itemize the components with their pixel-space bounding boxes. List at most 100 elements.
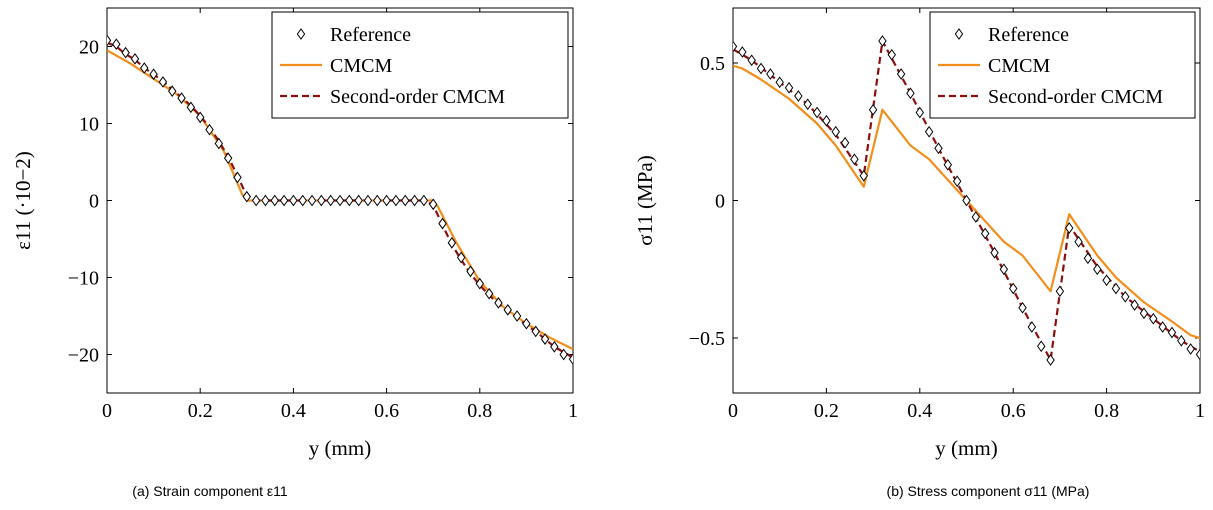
reference-point bbox=[840, 136, 850, 149]
x-tick-label: 0.4 bbox=[281, 400, 306, 422]
reference-point bbox=[550, 340, 559, 353]
reference-point bbox=[1121, 290, 1130, 303]
y-tick-label: 20 bbox=[79, 37, 99, 59]
plot-area bbox=[733, 35, 1200, 366]
reference-point bbox=[158, 76, 168, 88]
y-axis-label: σ11 (MPa) bbox=[633, 155, 657, 245]
reference-point bbox=[345, 194, 354, 207]
reference-point bbox=[373, 194, 382, 207]
reference-point bbox=[279, 194, 289, 207]
reference-point bbox=[205, 123, 214, 136]
reference-point bbox=[494, 297, 503, 309]
reference-point bbox=[915, 106, 925, 119]
reference-point bbox=[149, 68, 158, 81]
chart-strain: 0 0.2 0.4 0.6 0.8 1 −20 −10 0 10 20 y (mm) ε11 (·10−… bbox=[11, 7, 578, 499]
reference-point bbox=[195, 111, 205, 124]
legend-label: CMCM bbox=[988, 55, 1050, 77]
reference-point bbox=[822, 114, 831, 127]
reference-point bbox=[223, 152, 233, 165]
reference-point bbox=[794, 90, 803, 102]
reference-point bbox=[391, 194, 401, 207]
reference-point bbox=[522, 317, 531, 330]
reference-point bbox=[831, 125, 840, 138]
reference-point bbox=[896, 68, 906, 80]
reference-point bbox=[1055, 285, 1065, 298]
y-tick-label: 10 bbox=[79, 114, 99, 136]
reference-point bbox=[307, 194, 317, 207]
reference-point bbox=[934, 142, 943, 155]
reference-point bbox=[971, 211, 981, 223]
reference-point bbox=[251, 194, 261, 207]
reference-point bbox=[1074, 235, 1083, 248]
legend-label: Second-order CMCM bbox=[988, 86, 1163, 108]
x-tick-label: 0.6 bbox=[1001, 400, 1026, 422]
reference-point bbox=[878, 35, 887, 47]
reference-point bbox=[447, 236, 457, 249]
reference-point bbox=[242, 190, 252, 203]
reference-point bbox=[868, 103, 878, 116]
reference-point bbox=[952, 175, 962, 188]
subfigure-caption: (b) Stress component σ11 (MPa) bbox=[887, 483, 1090, 499]
reference-point bbox=[887, 48, 896, 61]
reference-point bbox=[859, 169, 868, 182]
reference-point bbox=[738, 46, 747, 58]
reference-point bbox=[456, 251, 466, 264]
reference-point bbox=[906, 87, 915, 100]
reference-point bbox=[140, 62, 149, 74]
reference-point bbox=[999, 263, 1009, 276]
reference-point bbox=[1065, 222, 1074, 234]
reference-point bbox=[962, 194, 971, 207]
reference-point bbox=[186, 101, 196, 114]
reference-point bbox=[317, 194, 326, 207]
reference-point bbox=[924, 125, 934, 138]
x-tick-label: 0 bbox=[102, 400, 112, 422]
reference-point bbox=[112, 38, 121, 51]
legend-label: Second-order CMCM bbox=[330, 86, 505, 108]
reference-point bbox=[1046, 354, 1055, 366]
reference-point bbox=[438, 217, 447, 230]
reference-point bbox=[1008, 282, 1018, 295]
reference-point bbox=[980, 227, 990, 240]
reference-point bbox=[214, 137, 224, 150]
y-tick-label: 0.5 bbox=[700, 53, 725, 75]
legend-reference-swatch bbox=[954, 28, 964, 40]
x-tick-label: 0.6 bbox=[374, 400, 399, 422]
reference-point bbox=[382, 194, 391, 207]
reference-point bbox=[121, 46, 130, 59]
reference-point bbox=[1130, 299, 1139, 311]
reference-point bbox=[1102, 274, 1111, 287]
reference-point bbox=[363, 194, 373, 207]
plot-area bbox=[107, 34, 573, 365]
y-tick-label: −0.5 bbox=[689, 328, 725, 350]
reference-point bbox=[1037, 340, 1046, 353]
subfigure-caption: (a) Strain component ε11 bbox=[132, 483, 288, 499]
reference-point bbox=[298, 194, 307, 207]
reference-point bbox=[475, 277, 485, 290]
reference-point bbox=[559, 348, 568, 361]
x-tick-label: 1 bbox=[1195, 400, 1205, 422]
reference-point bbox=[850, 153, 859, 166]
reference-point bbox=[1195, 348, 1200, 361]
reference-point bbox=[233, 171, 242, 184]
reference-point bbox=[428, 198, 438, 211]
x-tick-label: 0.4 bbox=[907, 400, 932, 422]
y-axis-label: ε11 (·10−2) bbox=[11, 151, 35, 250]
reference-point bbox=[1149, 312, 1158, 325]
reference-point bbox=[1177, 334, 1186, 347]
reference-point bbox=[1111, 282, 1121, 295]
reference-point bbox=[531, 325, 540, 338]
reference-point bbox=[766, 68, 775, 80]
reference-point bbox=[1139, 307, 1149, 320]
reference-point bbox=[466, 265, 475, 278]
reference-point bbox=[270, 194, 279, 207]
reference-point bbox=[775, 76, 784, 89]
reference-point bbox=[568, 353, 573, 365]
legend-label: Reference bbox=[330, 24, 411, 46]
x-tick-label: 0.8 bbox=[1094, 400, 1119, 422]
x-tick-label: 1 bbox=[568, 400, 578, 422]
x-axis-label: y (mm) bbox=[935, 436, 997, 460]
reference-point bbox=[784, 81, 794, 94]
x-tick-label: 0 bbox=[728, 400, 738, 422]
reference-point bbox=[484, 287, 494, 300]
